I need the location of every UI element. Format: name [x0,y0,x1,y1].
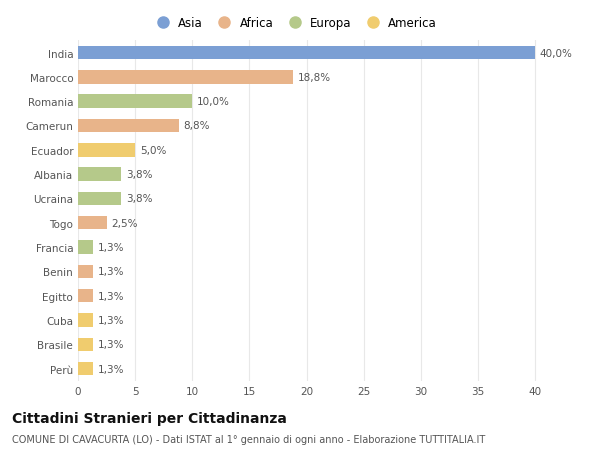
Text: 8,8%: 8,8% [183,121,209,131]
Bar [78,338,93,351]
Legend: Asia, Africa, Europa, America: Asia, Africa, Europa, America [149,14,439,32]
Text: 2,5%: 2,5% [111,218,137,228]
Text: 10,0%: 10,0% [197,97,230,107]
Bar [78,71,293,84]
Text: 5,0%: 5,0% [140,146,166,156]
Bar [78,119,179,133]
Text: 18,8%: 18,8% [298,73,331,83]
Bar [78,241,93,254]
Text: 3,8%: 3,8% [126,170,152,180]
Text: Cittadini Stranieri per Cittadinanza: Cittadini Stranieri per Cittadinanza [12,411,287,425]
Text: 1,3%: 1,3% [97,242,124,252]
Bar [78,289,93,303]
Bar [78,192,121,206]
Text: 1,3%: 1,3% [97,267,124,277]
Text: 1,3%: 1,3% [97,364,124,374]
Bar [78,168,121,181]
Text: 1,3%: 1,3% [97,315,124,325]
Bar [78,313,93,327]
Text: 1,3%: 1,3% [97,340,124,350]
Bar [78,217,107,230]
Text: 1,3%: 1,3% [97,291,124,301]
Bar [78,144,135,157]
Bar [78,95,192,109]
Bar [78,362,93,375]
Text: 40,0%: 40,0% [540,49,572,58]
Bar [78,47,535,60]
Text: 3,8%: 3,8% [126,194,152,204]
Text: COMUNE DI CAVACURTA (LO) - Dati ISTAT al 1° gennaio di ogni anno - Elaborazione : COMUNE DI CAVACURTA (LO) - Dati ISTAT al… [12,434,485,444]
Bar [78,265,93,279]
